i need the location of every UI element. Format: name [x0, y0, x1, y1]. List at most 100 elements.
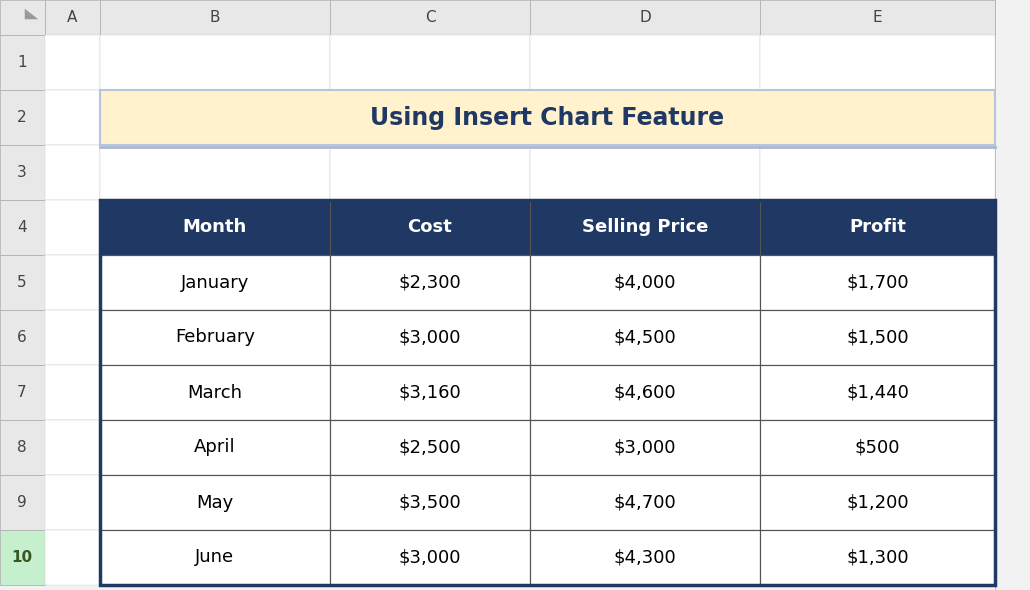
Text: $4,600: $4,600 [614, 384, 677, 402]
Text: January: January [181, 274, 249, 291]
Bar [760, 475, 995, 530]
Bar [330, 255, 530, 310]
Bar [760, 420, 995, 475]
Bar [530, 35, 760, 90]
Text: February: February [175, 329, 255, 346]
Bar [100, 200, 330, 255]
Bar [760, 90, 995, 145]
Bar [530, 475, 760, 530]
Bar [100, 475, 330, 530]
Text: 9: 9 [18, 495, 27, 510]
Text: 8: 8 [18, 440, 27, 455]
Bar [330, 0, 530, 35]
Bar [45, 255, 100, 310]
Bar [0, 310, 45, 365]
Text: $1,700: $1,700 [847, 274, 908, 291]
Bar [0, 145, 45, 200]
Text: $1,200: $1,200 [847, 493, 908, 512]
Bar [100, 90, 995, 145]
Bar [760, 0, 995, 35]
Bar [330, 420, 530, 475]
Bar [100, 145, 330, 200]
Text: $3,000: $3,000 [399, 329, 461, 346]
Bar [45, 420, 100, 475]
Bar [0, 255, 45, 310]
Text: $3,000: $3,000 [614, 438, 677, 457]
Bar [760, 365, 995, 420]
Text: $3,160: $3,160 [399, 384, 461, 402]
Bar [100, 200, 995, 585]
Text: $500: $500 [855, 438, 900, 457]
Text: $4,000: $4,000 [614, 274, 677, 291]
Bar [760, 310, 995, 365]
Bar [760, 530, 995, 585]
Bar [330, 90, 530, 145]
Bar [100, 200, 330, 255]
Bar [45, 0, 100, 35]
Text: $4,700: $4,700 [614, 493, 677, 512]
Bar [530, 310, 760, 365]
Bar [330, 200, 530, 255]
Bar [100, 420, 330, 475]
Bar [100, 35, 330, 90]
Bar [760, 475, 995, 530]
Bar [100, 255, 330, 310]
Polygon shape [25, 9, 38, 19]
Bar [45, 35, 100, 90]
Bar [760, 145, 995, 200]
Bar [0, 530, 45, 585]
Bar [330, 310, 530, 365]
Text: $1,440: $1,440 [846, 384, 908, 402]
Bar [330, 530, 530, 585]
Text: March: March [187, 384, 242, 402]
Bar [530, 530, 760, 585]
Bar [530, 255, 760, 310]
Bar [45, 365, 100, 420]
Bar [760, 255, 995, 310]
Bar [530, 145, 760, 200]
Text: B: B [210, 10, 220, 25]
Text: $3,500: $3,500 [399, 493, 461, 512]
Bar [530, 420, 760, 475]
Bar [45, 310, 100, 365]
Bar [530, 90, 760, 145]
Bar [100, 420, 330, 475]
Text: Selling Price: Selling Price [582, 218, 709, 237]
Bar [100, 255, 330, 310]
Bar [760, 310, 995, 365]
Bar [0, 200, 45, 255]
Text: June: June [196, 549, 235, 566]
Bar [100, 475, 330, 530]
Bar [760, 200, 995, 255]
Text: E: E [872, 10, 883, 25]
Bar [530, 0, 760, 35]
Bar [760, 365, 995, 420]
Bar [100, 310, 330, 365]
Bar [330, 365, 530, 420]
Text: Using Insert Chart Feature: Using Insert Chart Feature [371, 106, 724, 129]
Bar [45, 145, 100, 200]
Bar [530, 200, 760, 255]
Text: April: April [195, 438, 236, 457]
Bar [100, 365, 330, 420]
Text: $1,500: $1,500 [847, 329, 908, 346]
Text: $3,000: $3,000 [399, 549, 461, 566]
Bar [330, 145, 530, 200]
Bar [0, 90, 45, 145]
Bar [760, 420, 995, 475]
Bar [100, 530, 330, 585]
Text: $1,300: $1,300 [847, 549, 908, 566]
Bar [530, 365, 760, 420]
Bar [0, 475, 45, 530]
Text: 6: 6 [18, 330, 27, 345]
Bar [530, 365, 760, 420]
Bar [760, 200, 995, 255]
Bar [330, 530, 530, 585]
Text: 1: 1 [18, 55, 27, 70]
Bar [760, 530, 995, 585]
Bar [330, 365, 530, 420]
Bar [100, 310, 330, 365]
Text: Cost: Cost [408, 218, 452, 237]
Bar [760, 255, 995, 310]
Text: $4,500: $4,500 [614, 329, 677, 346]
